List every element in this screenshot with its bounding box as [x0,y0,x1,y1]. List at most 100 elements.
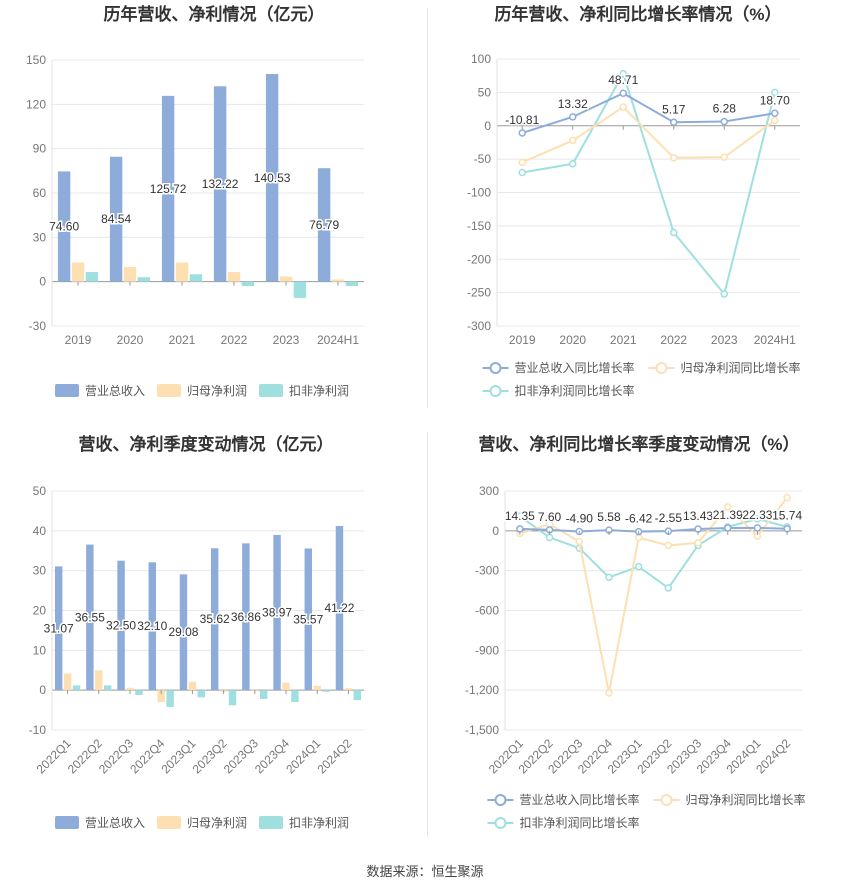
data-label: 38.97 [262,606,292,620]
legend-marker [489,362,502,374]
bar-归母净利润-2023 [279,276,293,282]
point-归母净利润同比增长率-2020 [569,136,577,145]
bar-归母净利润-2023Q1 [188,681,197,691]
chart-title: 营收、净利同比增长率季度变动情况（%） [478,434,799,454]
bar-营业总收入-2023Q1 [179,574,188,691]
point-归母净利润同比增长率-2024H1 [771,116,779,125]
data-label: 32.10 [137,619,167,633]
legend-swatch [259,816,283,829]
y-tick-label: -50 [474,152,492,166]
bar-归母净利润-2024Q2 [344,688,353,691]
point-扣非净利润同比增长率-2022Q1 [516,512,524,520]
bar-营业总收入-2022Q1 [54,566,63,691]
bar-营业总收入-2024H1 [317,168,331,282]
bar-扣非净利润-2024Q1 [322,690,330,692]
y-tick-label: 0 [492,524,499,538]
legend-swatch [157,816,181,829]
y-tick-label: -150 [467,219,491,233]
point-扣非净利润同比增长率-2024Q1 [753,515,762,523]
y-tick-label: 60 [33,186,47,200]
bar-营业总收入-2022 [213,86,227,282]
y-tick-label: -300 [467,319,491,333]
point-归母净利润同比增长率-2022Q4 [605,689,613,697]
data-label: 7.60 [538,510,562,524]
bar-扣非净利润-2022Q2 [104,685,112,691]
y-tick-label: 30 [33,230,47,244]
legend-marker [494,817,507,829]
bar-扣非净利润-2022Q1 [72,685,81,691]
data-label: 48.71 [608,73,638,87]
legend-swatch [157,384,181,397]
legend-label: 归母净利润同比增长率 [681,360,801,375]
point-扣非净利润同比增长率-2023Q1 [634,562,643,571]
legend-label: 营业总收入 [85,816,145,830]
bar-营业总收入-2022Q2 [86,544,94,691]
point-扣非净利润同比增长率-2023Q2 [664,584,673,592]
data-label: 6.28 [713,102,737,116]
x-tick-label: 2024H1 [317,333,359,347]
legend-marker [660,794,673,806]
bar-扣非净利润-2024H1 [345,281,359,287]
bar-营业总收入-2023 [265,73,279,282]
point-归母净利润同比增长率-2019 [518,158,526,167]
y-tick-label: 150 [26,53,46,67]
data-label: -10.81 [505,113,539,127]
bar-扣非净利润-2023Q1 [197,690,206,698]
bar-归母净利润-2022Q2 [95,670,103,691]
legend-label: 归母净利润 [187,384,247,398]
y-tick-label: -600 [475,604,499,618]
y-tick-label: 0 [39,683,46,697]
data-label: 84.54 [101,212,131,226]
y-tick-label: -10 [29,723,47,737]
data-label: 5.58 [597,510,621,524]
bar-扣非净利润-2022Q4 [166,690,174,707]
bar-归母净利润-2020 [123,266,137,282]
y-tick-label: 50 [33,484,47,498]
legend-label: 营业总收入 [85,384,145,398]
legend-marker [655,362,668,374]
point-归母净利润同比增长率-2023Q3 [694,539,702,547]
data-label: 36.55 [75,610,105,624]
data-label: -4.90 [566,511,594,525]
point-扣非净利润同比增长率-2023 [720,290,728,298]
y-tick-label: -250 [467,286,491,300]
bar-归母净利润-2024H1 [331,279,345,282]
x-tick-label: 2022 [221,333,248,347]
x-tick-label: 2022 [660,333,687,347]
bar-归母净利润-2022Q3 [126,687,134,691]
legend-swatch [259,384,283,397]
bar-归母净利润-2022Q1 [63,673,72,691]
y-tick-label: 50 [478,85,492,99]
y-tick-label: 30 [33,564,47,578]
x-tick-label: 2020 [559,333,586,347]
point-营业总收入同比增长率-2019 [518,129,526,137]
data-label: 125.72 [150,182,187,196]
point-扣非净利润同比增长率-2022Q4 [605,573,613,582]
legend-swatch [55,384,79,397]
vertical-divider-bottom [427,432,428,837]
y-tick-label: 40 [33,524,47,538]
legend-label: 营业总收入同比增长率 [515,360,635,375]
bar-归母净利润-2022 [227,272,241,282]
legend-marker [494,794,507,806]
data-label: 13.32 [558,97,588,111]
data-label: 140.53 [254,171,291,185]
legend-label: 扣非净利润 [289,816,349,830]
bar-归母净利润-2021 [175,262,189,282]
point-归母净利润同比增长率-2022Q3 [575,537,583,546]
bar-营业总收入-2022Q3 [117,560,125,691]
x-tick-label: 2021 [169,333,196,347]
bar-扣非净利润-2023Q2 [228,690,237,706]
point-扣非净利润同比增长率-2022Q2 [545,533,554,542]
point-营业总收入同比增长率-2024H1 [771,109,779,118]
legend-label: 扣非净利润同比增长率 [515,383,635,398]
data-label: 35.57 [293,612,323,626]
bar-扣非净利润-2023Q3 [260,690,268,699]
chart-title: 营收、净利季度变动情况（亿元） [79,434,334,454]
point-营业总收入同比增长率-2023 [720,117,728,126]
data-label: 35.62 [200,612,230,626]
point-扣非净利润同比增长率-2024H1 [771,88,779,97]
bar-营业总收入-2022Q4 [148,562,156,691]
chart-title: 历年营收、净利同比增长率情况（%） [494,4,781,24]
